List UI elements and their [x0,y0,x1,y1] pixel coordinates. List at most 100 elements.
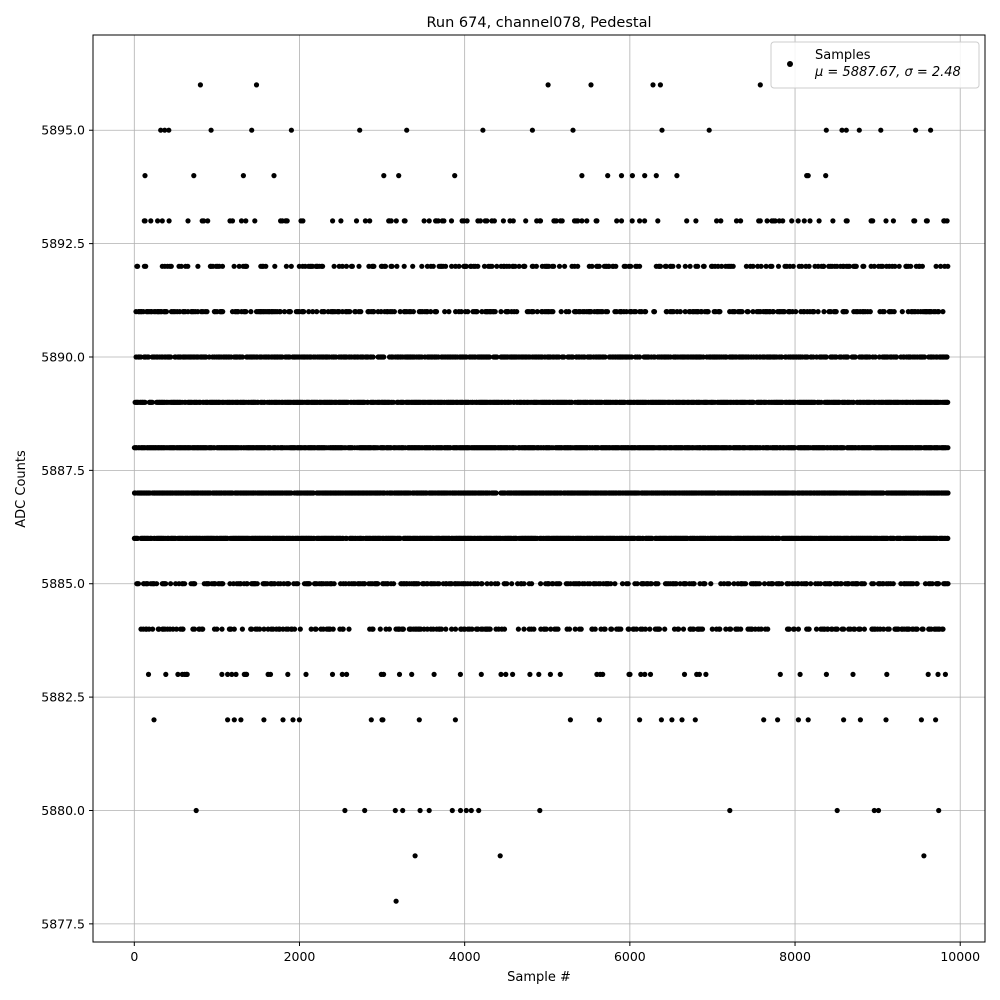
data-point [436,581,442,587]
data-point [375,581,381,587]
data-point [257,626,263,632]
data-point [290,717,296,723]
data-point [637,717,643,723]
data-point [861,626,868,632]
data-point [296,717,302,723]
data-point [705,309,711,315]
data-point [248,309,254,315]
data-point [933,717,939,723]
data-point [886,626,892,632]
data-point [557,581,563,587]
data-point [857,717,864,723]
data-point [642,671,648,678]
data-point [249,626,255,632]
data-point [841,626,847,632]
data-point [409,671,415,678]
data-point [219,671,225,678]
data-point [731,581,737,587]
data-point [391,309,397,315]
data-point [728,626,734,632]
data-point [702,581,708,587]
data-point [380,717,386,723]
data-point [940,626,946,632]
data-point [677,309,683,315]
data-point [791,626,797,632]
data-point [655,581,661,587]
data-point [618,626,624,632]
data-point [815,309,821,315]
data-point [823,671,830,678]
data-point [297,626,303,632]
data-point [498,671,504,678]
data-point [493,490,499,496]
data-point [163,309,170,315]
data-point [231,717,237,723]
data-point [344,671,350,678]
data-point [765,626,771,632]
data-point [890,581,896,587]
data-point [723,626,729,632]
data-point [495,581,501,587]
data-point [703,671,709,678]
data-point [346,626,352,632]
data-point [308,626,314,632]
data-point [465,309,471,315]
data-point [400,626,406,632]
data-point [883,717,889,723]
data-point [150,626,156,632]
data-point [596,717,603,723]
data-point [600,671,606,678]
data-point [850,671,856,678]
data-point [151,717,157,723]
data-point [145,671,152,678]
data-point [219,626,225,632]
data-point [514,309,520,315]
data-point [633,626,640,632]
data-point [638,671,644,678]
data-point [261,626,267,632]
data-point [662,626,668,632]
data-point [358,309,364,315]
data-point [871,581,877,587]
data-point [717,626,723,632]
data-points [131,82,951,904]
data-point [817,581,824,587]
data-point [756,581,763,587]
data-point [370,626,376,632]
data-point [861,581,868,587]
data-point [805,717,811,723]
data-point [313,626,319,632]
data-point [469,626,475,632]
data-point [945,581,951,587]
data-point [743,581,749,587]
data-point [509,671,516,678]
data-point [446,309,452,315]
data-point [239,626,245,632]
data-point [867,309,873,315]
data-point [475,581,481,587]
data-point [648,581,655,587]
data-point [786,626,792,632]
data-point [410,309,416,315]
data-point [168,581,174,587]
data-point [340,626,346,632]
data-point [935,671,941,678]
data-point [548,626,554,632]
data-point [679,717,685,723]
data-point [244,581,250,587]
data-point [231,626,237,632]
data-point [370,354,376,360]
data-point [945,445,951,451]
data-point [833,309,839,315]
data-point [880,626,887,632]
data-point [184,671,190,678]
data-point [647,671,654,678]
data-point [314,309,320,315]
data-point [135,581,142,587]
data-point [626,626,632,632]
data-point [804,581,810,587]
data-point [163,581,169,587]
data-point [415,581,421,587]
data-point [487,626,493,632]
data-point [567,717,574,723]
